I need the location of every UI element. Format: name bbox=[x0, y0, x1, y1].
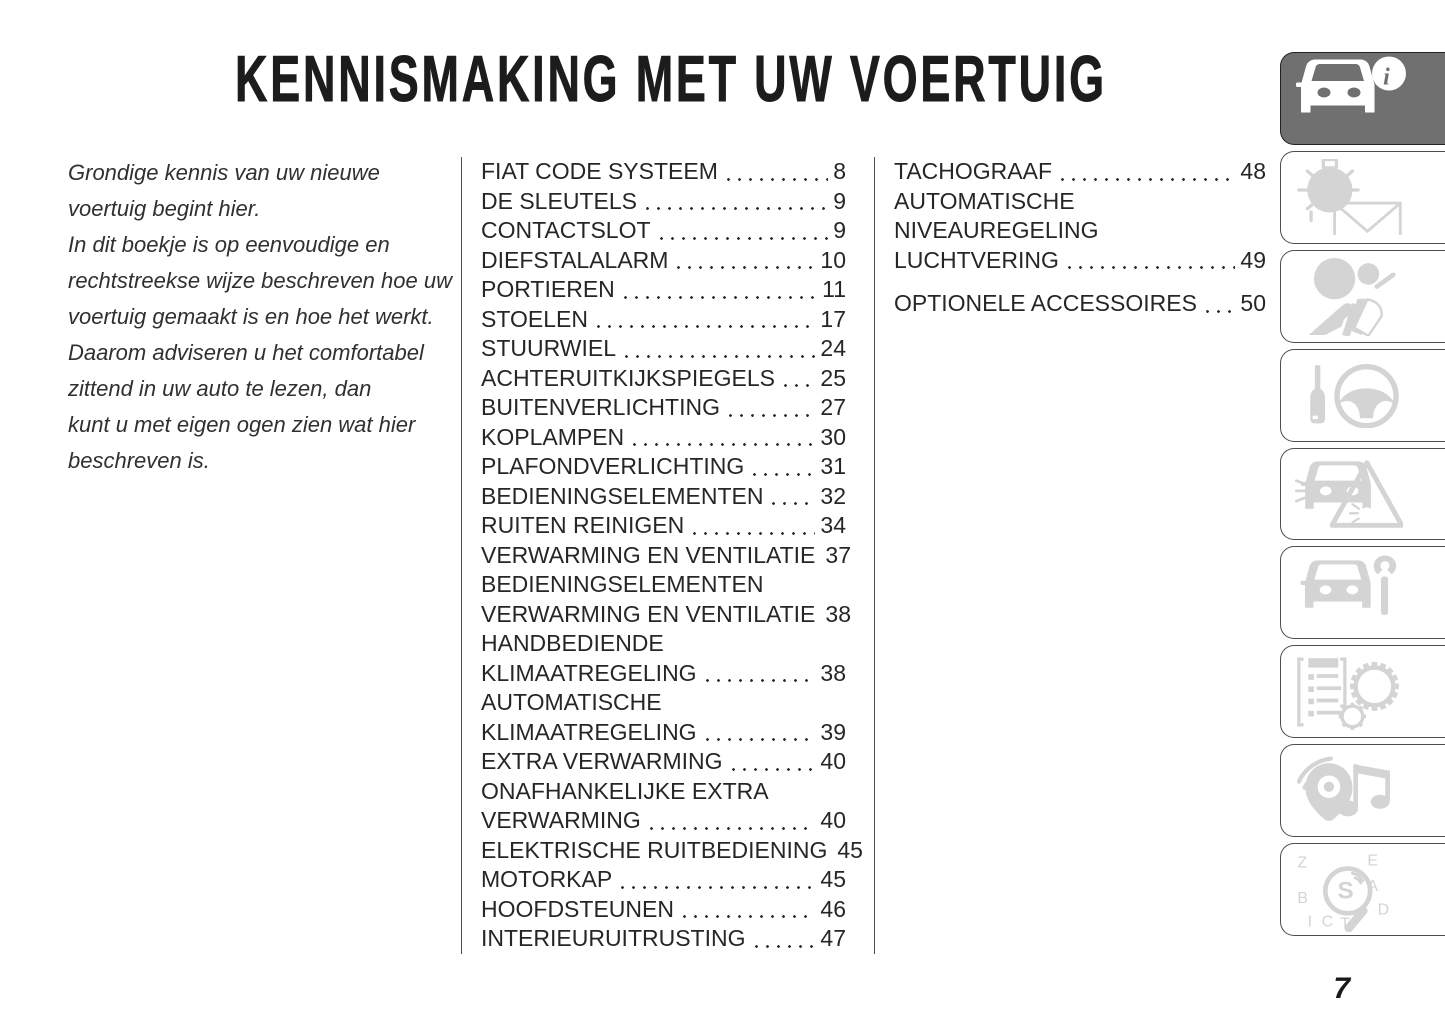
svg-text:E: E bbox=[1367, 852, 1378, 869]
svg-text:I: I bbox=[1308, 913, 1312, 930]
svg-text:Z: Z bbox=[1297, 854, 1307, 871]
svg-text:B: B bbox=[1297, 890, 1308, 907]
svg-text:D: D bbox=[1378, 901, 1389, 918]
svg-text:C: C bbox=[1322, 913, 1333, 930]
svg-text:S: S bbox=[1337, 877, 1353, 904]
svg-text:i: i bbox=[1383, 64, 1390, 90]
